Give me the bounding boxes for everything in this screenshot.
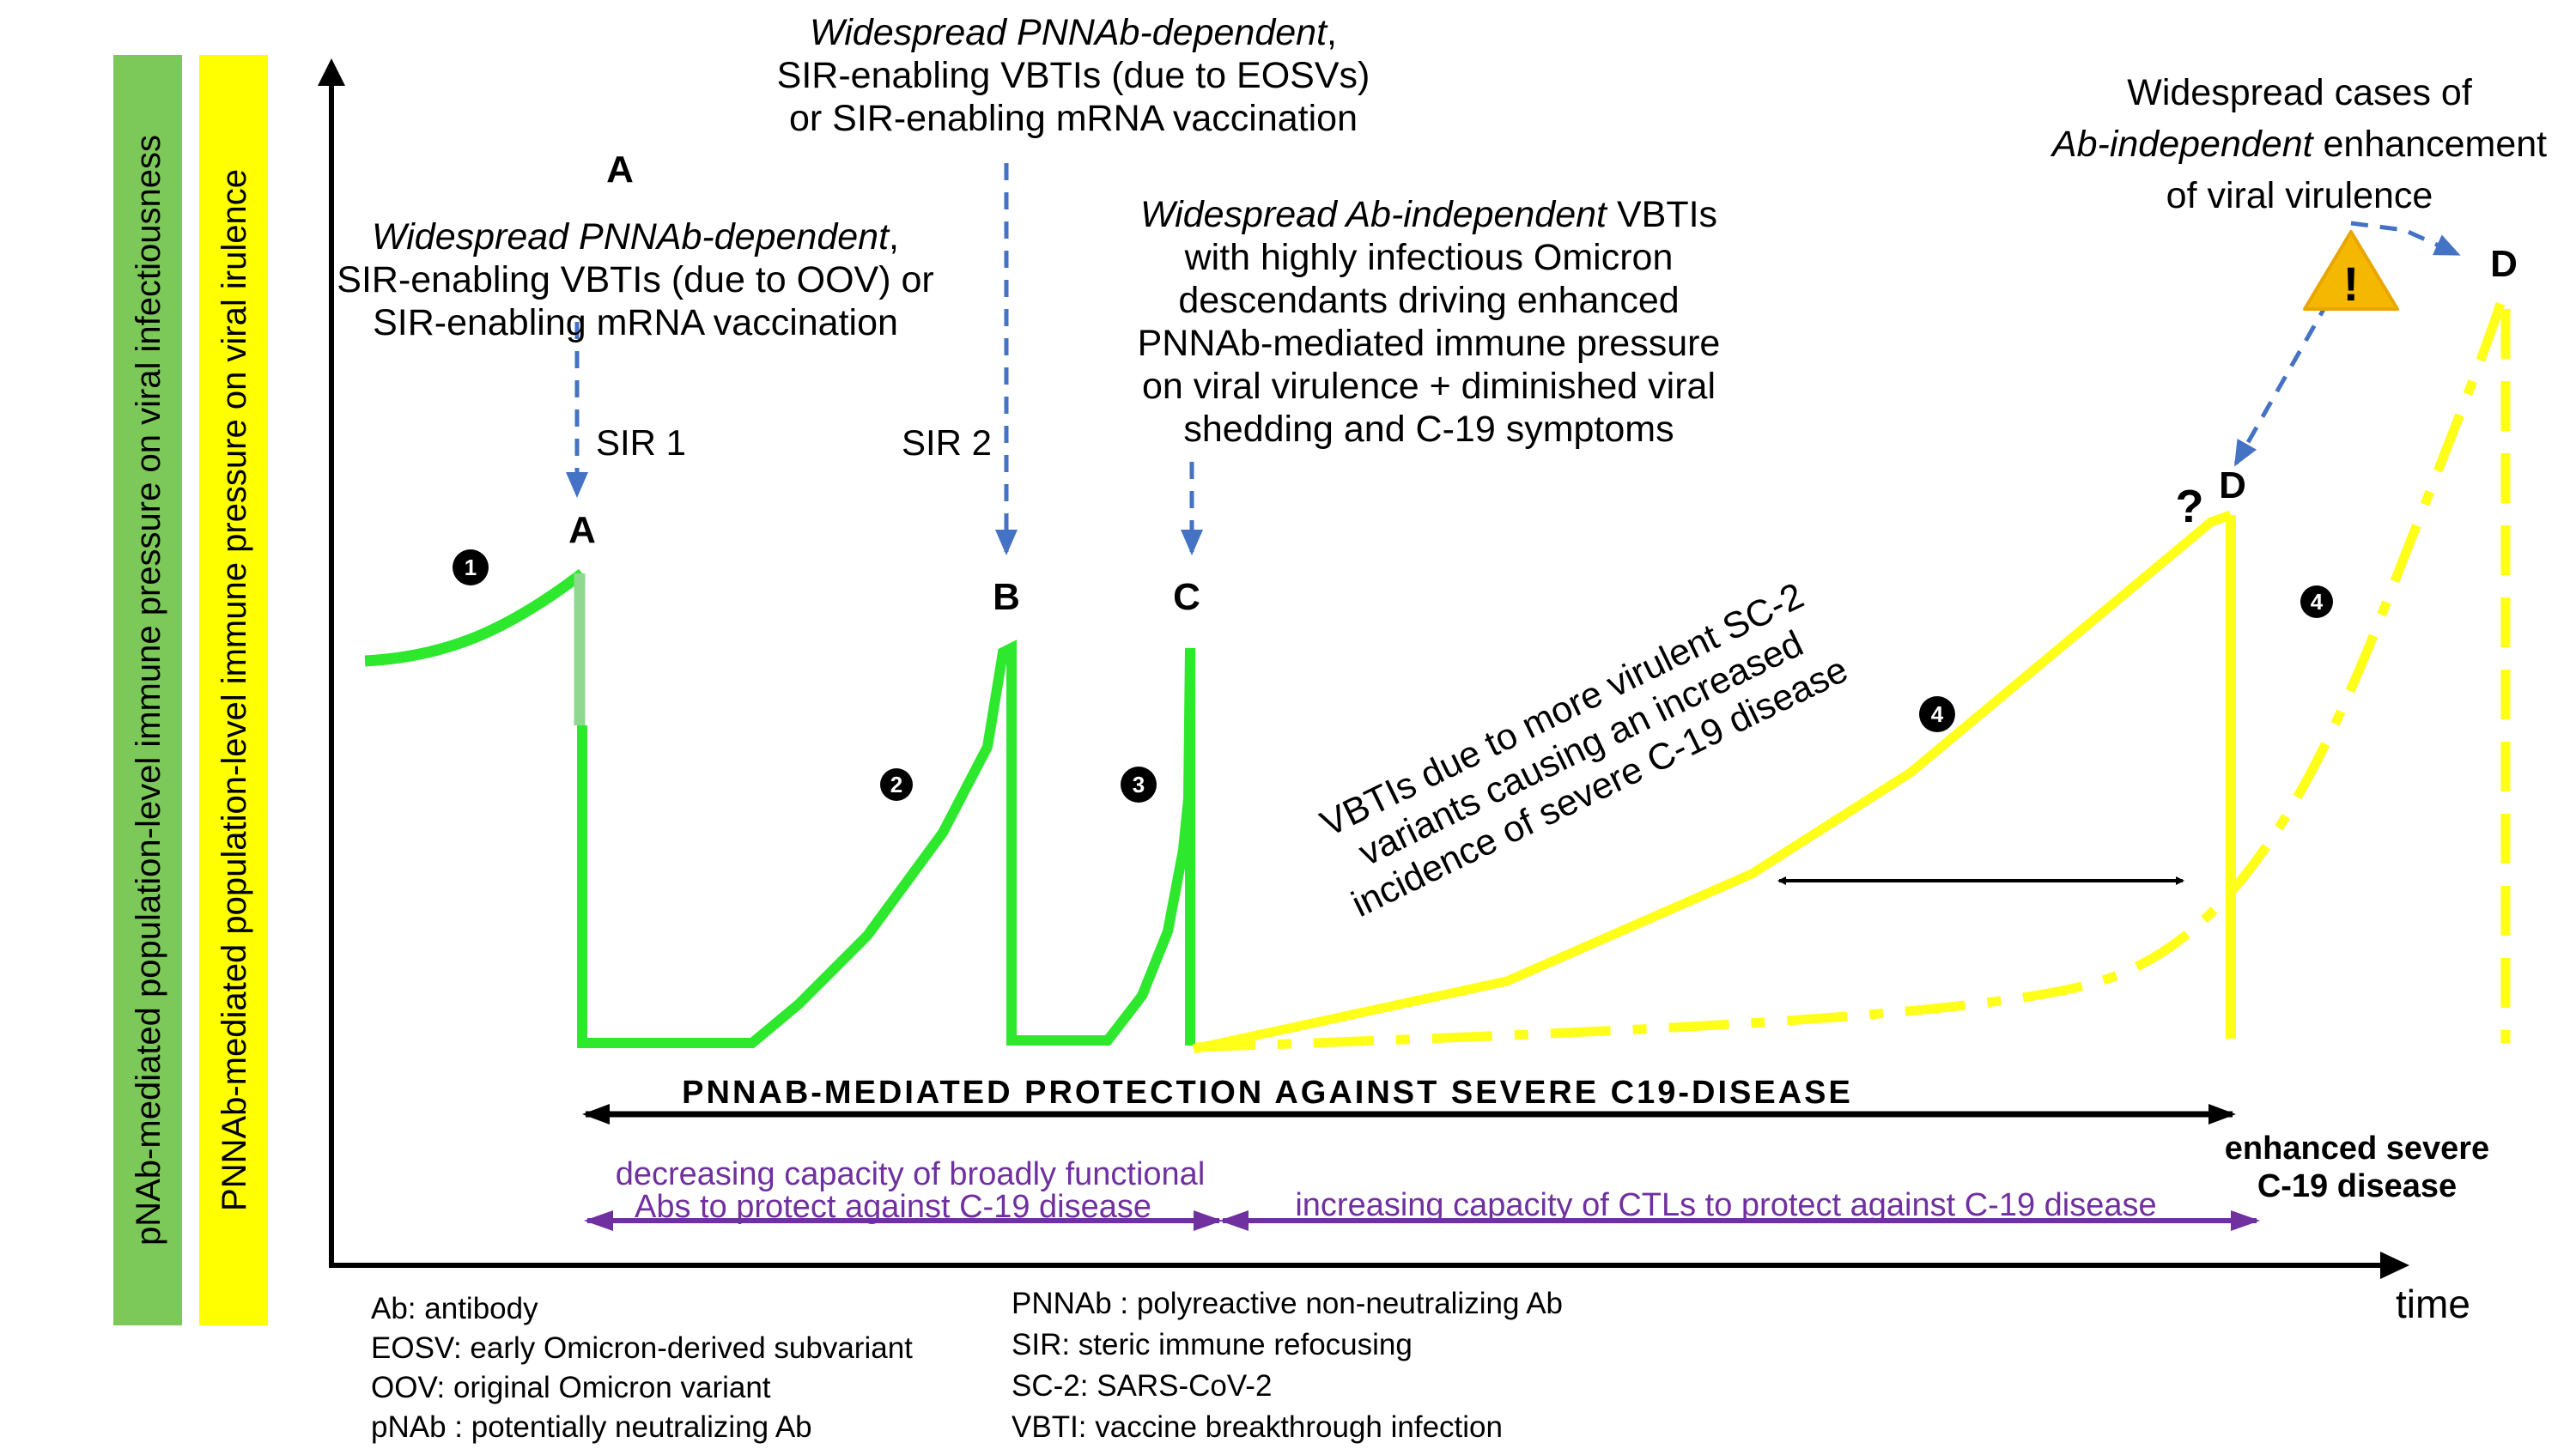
phase-badge-4a: 4 [1919,696,1955,732]
svg-text:4: 4 [1931,701,1944,727]
sir-2-label: SIR 2 [902,422,992,463]
annotation-b-line-3: or SIR-enabling mRNA vaccination [789,98,1358,139]
phase-badge-3: 3 [1121,767,1157,803]
annotation-b-line-2: SIR-enabling VBTIs (due to EOSVs) [777,55,1370,96]
legend-right-item: PNNAb : polyreactive non-neutralizing Ab [1012,1287,1563,1320]
point-a-label: A [568,509,596,551]
blue-arrow-to-d-right [2350,221,2461,257]
vbti-rotated-note: VBTIs due to more virulent SC-2 variants… [1315,575,1855,925]
annotation-d-line-3: of viral virulence [2166,175,2433,216]
annotation-a-line-1: Widespread PNNAb-dependent, [372,216,899,258]
annotation-c-line-6: shedding and C-19 symptoms [1183,409,1674,450]
point-d-right-label: D [2490,243,2518,285]
annotation-c-line-2: with highly infectious Omicron [1184,237,1674,278]
annotation-d-line-2: Ab-independent enhancement [2050,124,2547,165]
enhanced-label-1: enhanced severe [2225,1131,2489,1167]
sir-1-label: SIR 1 [596,422,686,463]
annotation-c-line-1: Widespread Ab-independent VBTIs [1140,194,1717,235]
green-side-label: pNAb-mediated population-level immune pr… [130,135,167,1246]
annotation-d-line-1: Widespread cases of [2127,72,2473,113]
decreasing-capacity-label-2: Abs to protect against C-19 disease [635,1189,1151,1225]
svg-text:3: 3 [1133,772,1145,797]
yellow-curve-main [1192,510,2233,1054]
legend-right-item: SC-2: SARS-CoV-2 [1012,1369,1272,1403]
annotation-a-letter: A [606,149,634,191]
yellow-curve-dashed [1194,286,2511,1052]
phase-badge-1: 1 [453,549,489,585]
svg-text:1: 1 [465,555,477,580]
question-mark: ? [2176,481,2204,532]
annotation-b-line-1: Widespread PNNAb-dependent, [810,12,1337,53]
warning-icon [2303,230,2399,311]
blue-arrow-to-d-mid [2233,299,2331,467]
point-b-label: B [993,576,1020,618]
svg-text:4: 4 [2311,589,2324,615]
legend-left-item: EOSV: early Omicron-derived subvariant [371,1331,913,1365]
point-d-mid-label: D [2219,464,2246,506]
legend-left-item: pNAb : potentially neutralizing Ab [371,1410,812,1444]
annotation-a-line-2: SIR-enabling VBTIs (due to OOV) or [337,259,933,300]
annotation-c-line-4: PNNAb-mediated immune pressure [1138,323,1721,364]
decreasing-capacity-label-1: decreasing capacity of broadly functiona… [616,1156,1206,1192]
annotation-c-line-3: descendants driving enhanced [1178,280,1679,321]
y-axis-arrowhead [318,58,345,86]
legend-right-item: SIR: steric immune refocusing [1012,1328,1413,1361]
annotation-c-line-5: on viral virulence + diminished viral [1142,366,1716,407]
green-curve-phase-2 [577,640,1195,1048]
yellow-side-label: PNNAb-mediated population-level immune p… [216,169,253,1211]
annotation-a-line-3: SIR-enabling mRNA vaccination [373,302,898,343]
increasing-capacity-label: increasing capacity of CTLs to protect a… [1295,1187,2156,1223]
vbti-line-2: variants causing an increased [1352,623,1809,875]
phase-badge-4b: 4 [2300,585,2333,618]
point-c-label: C [1173,576,1200,618]
yellow-side-band [199,55,268,1325]
phase-badge-2: 2 [880,768,913,801]
green-side-band [113,55,182,1325]
legend-right: PNNAb : polyreactive non-neutralizing Ab… [1012,1287,1563,1444]
legend-left-item: Ab: antibody [371,1292,538,1325]
x-axis-arrowhead [2380,1252,2409,1279]
legend-left-item: OOV: original Omicron variant [371,1371,771,1404]
legend-left: Ab: antibody EOSV: early Omicron-derived… [371,1292,913,1444]
x-axis-label: time [2396,1282,2470,1326]
legend-right-item: VBTI: vaccine breakthrough infection [1012,1410,1503,1444]
enhanced-label-2: C-19 disease [2257,1168,2457,1204]
protection-label: PNNAB-MEDIATED PROTECTION AGAINST SEVERE… [682,1075,1853,1111]
warning-glyph: ! [2343,257,2360,311]
svg-text:2: 2 [890,772,902,797]
green-curve-phase-1 [364,568,586,667]
